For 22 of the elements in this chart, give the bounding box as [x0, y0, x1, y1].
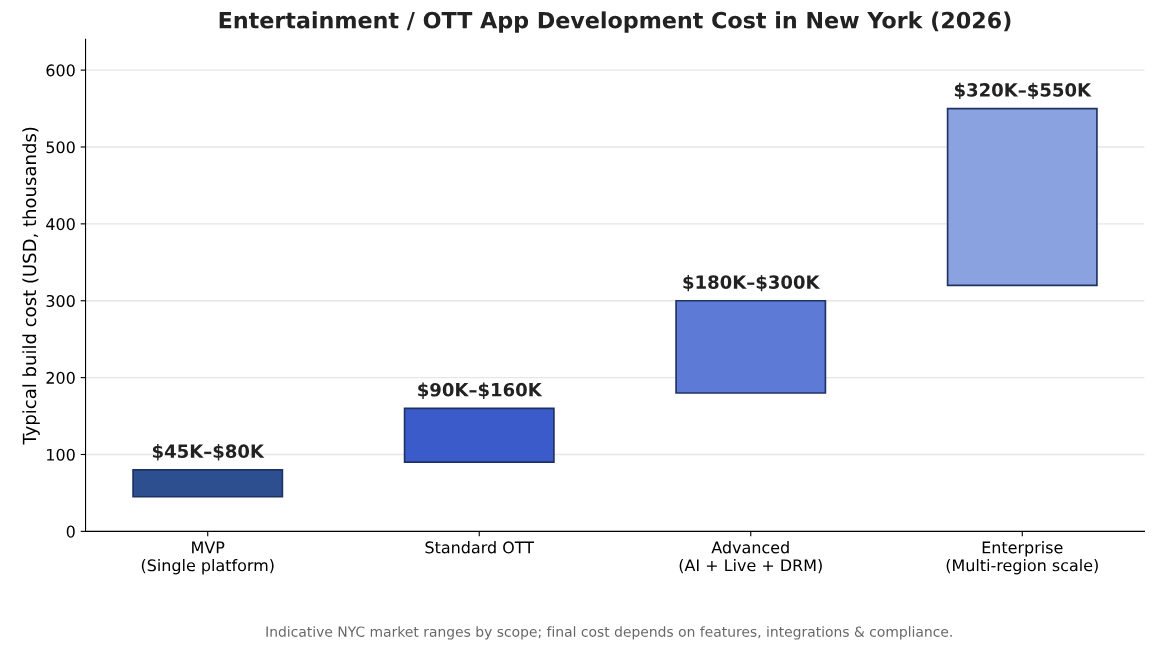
x-tick-label: Enterprise (Multi-region scale) [946, 541, 1098, 575]
y-tick-label: 0 [66, 525, 75, 538]
y-tick-label: 500 [46, 141, 75, 154]
x-tick-label: MVP (Single platform) [141, 541, 274, 575]
bar [946, 107, 1098, 287]
x-tick-label: Standard OTT [425, 541, 535, 554]
annotation: $320K–$550K [954, 82, 1092, 100]
bar [403, 407, 555, 464]
y-tick-label: 400 [46, 218, 75, 231]
annotation: $90K–$160K [418, 382, 543, 399]
text: Indicative NYC market ranges by scope; final cost depends on features, integrations & compliance. [266, 626, 952, 640]
bar [132, 469, 284, 498]
y-tick-label: 100 [47, 448, 75, 461]
annotation: $180K–$300K [683, 274, 821, 292]
chart-title: Entertainment / OTT App Development Cost in New York (2026) [219, 11, 1011, 33]
bar [675, 299, 827, 394]
y-tick-label: 600 [46, 64, 75, 77]
annotation: $45K–$80K [152, 444, 265, 461]
y-axis-title: Typical build cost (USD, thousands) [22, 127, 40, 445]
y-tick-label: 200 [46, 371, 75, 384]
x-tick-label: Advanced (AI + Live + DRM) [679, 541, 822, 574]
y-tick-label: 300 [46, 294, 75, 308]
